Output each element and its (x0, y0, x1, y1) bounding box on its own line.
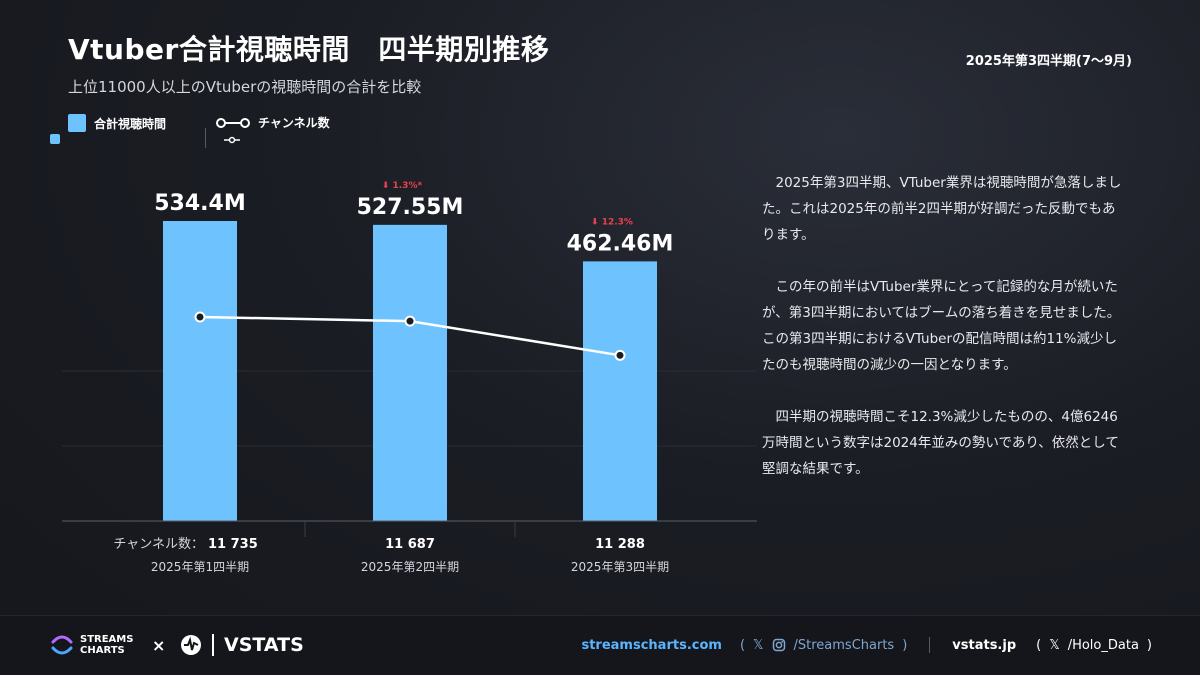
bar-change-label-2: ⬇ 1.3%* (382, 181, 423, 191)
legend-bar-label: 合計視聴時間 (94, 116, 167, 131)
legend-line-label: チャンネル数 (258, 116, 330, 130)
handle-streamscharts[interactable]: /StreamsCharts (793, 637, 895, 653)
description-paragraph-1: 2025年第3四半期、VTuber業界は視聴時間が急落しました。これは2025年… (762, 175, 1122, 243)
category-label-2: 2025年第2四半期 (361, 560, 459, 574)
streamscharts-logo-line1: STREAMS (80, 634, 134, 645)
x-icon[interactable]: 𝕏 (753, 637, 764, 653)
bar-1 (163, 221, 237, 521)
paren-close-2: ) (1146, 637, 1152, 653)
page-subtitle: 上位11000人以上のVtuberの視聴時間の合計を比較 (68, 78, 422, 96)
bar-chart: 534.4M 527.55M ⬇ 1.3%* 462.46M ⬇ 12.3% チャンネル数… (62, 181, 757, 574)
description: 2025年第3四半期、VTuber業界は視聴時間が急落しました。これは2025年… (762, 170, 1122, 508)
vstats-logo: VSTATS (180, 634, 304, 656)
handle-vstats[interactable]: /Holo_Data (1067, 637, 1139, 653)
paren-open-1: ( (739, 637, 746, 653)
channel-count-2: 11 687 (385, 537, 435, 552)
channel-count-1: 11 735 (208, 537, 258, 552)
category-label-3: 2025年第3四半期 (571, 560, 669, 574)
bar-2 (373, 224, 447, 521)
category-label-1: 2025年第1四半期 (151, 560, 249, 574)
paren-open-2: ( (1036, 637, 1042, 653)
legend-line-mini-icon (224, 136, 240, 144)
bar-3 (583, 261, 657, 521)
footer: STREAMS CHARTS × VSTATS streamscharts.co… (0, 615, 1200, 675)
legend-line: チャンネル数 (216, 114, 330, 131)
period-label: 2025年第3四半期(7〜9月) (965, 54, 1132, 69)
bar-value-label-3: 462.46M (567, 231, 674, 256)
channel-point-2 (404, 315, 416, 327)
x-icon-2[interactable]: 𝕏 (1049, 637, 1060, 653)
page-title: Vtuber合計視聴時間 四半期別推移 (68, 33, 550, 66)
vstats-logo-icon (181, 635, 201, 655)
description-paragraph-2: この年の前半はVTuber業界にとって記録的な月が続いたが、第3四半期においては… (762, 279, 1121, 373)
bar-value-label-1: 534.4M (154, 191, 245, 216)
legend-bars: 合計視聴時間 (68, 114, 166, 132)
vstats-divider (212, 634, 214, 656)
bar-change-label-3: ⬇ 12.3% (591, 217, 633, 227)
channel-count-3: 11 288 (595, 537, 645, 552)
bar-value-label-2: 527.55M (357, 195, 464, 220)
legend-divider (205, 128, 206, 148)
legend-line-icon (216, 117, 250, 128)
paren-close-1: ) (902, 637, 908, 653)
description-paragraph-3: 四半期の視聴時間こそ12.3%減少したものの、4億6246万時間という数字は20… (762, 409, 1119, 477)
channel-point-3 (614, 349, 626, 361)
channel-point-1 (194, 311, 206, 323)
footer-links: streamscharts.com ( 𝕏 /StreamsCharts ) v… (581, 637, 1152, 653)
link-vstats[interactable]: vstats.jp (952, 637, 1017, 653)
legend-bar-mini-swatch (50, 134, 60, 144)
channel-count-prefix: チャンネル数： (113, 537, 204, 552)
collab-times: × (152, 636, 166, 655)
streamscharts-logo: STREAMS CHARTS (50, 634, 133, 656)
vstats-logo-text: VSTATS (224, 634, 304, 656)
streamscharts-logo-icon (51, 635, 73, 655)
footer-divider (929, 637, 931, 653)
instagram-icon[interactable] (772, 638, 786, 652)
link-streamscharts[interactable]: streamscharts.com (581, 637, 722, 653)
streamscharts-logo-line2: CHARTS (80, 645, 125, 656)
legend-bar-swatch (68, 114, 86, 132)
